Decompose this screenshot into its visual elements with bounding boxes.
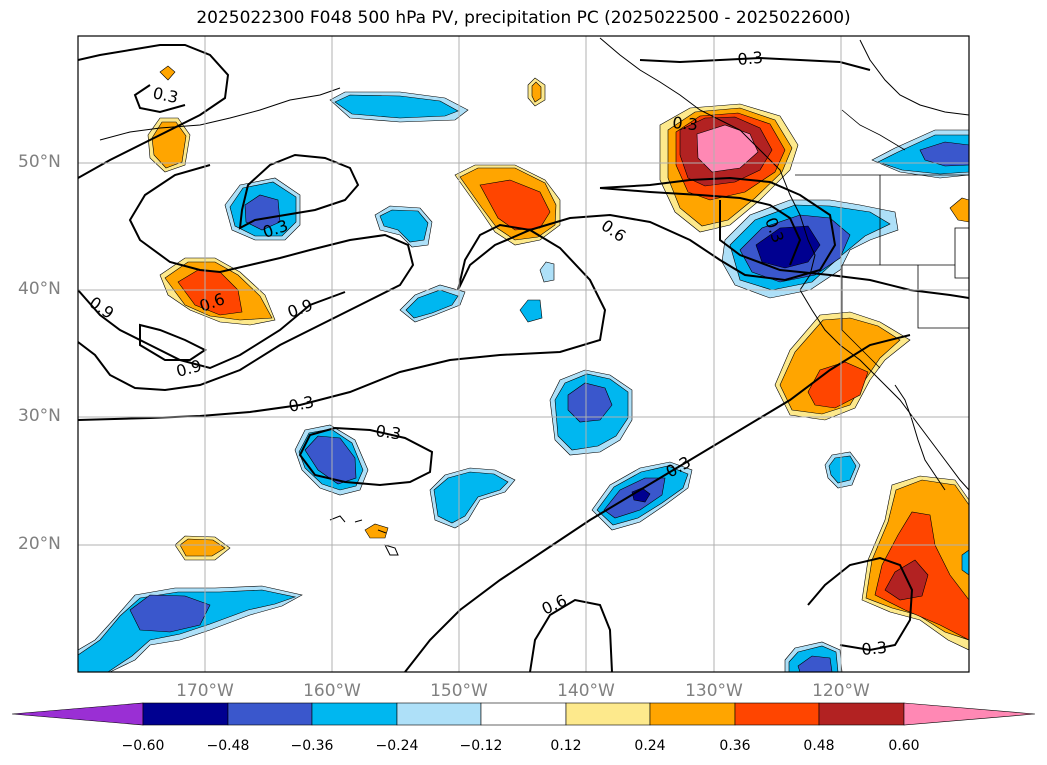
borders bbox=[795, 109, 969, 369]
pv-contour-0.3-45n bbox=[238, 153, 360, 230]
pv-contour-0.6-west bbox=[78, 164, 415, 392]
lat-label: 40°N bbox=[18, 279, 61, 299]
precip-shading bbox=[78, 65, 969, 672]
contour-label: 0.3 bbox=[737, 48, 764, 69]
pv-contour-0.3-southeast bbox=[807, 556, 914, 652]
pv-contours bbox=[78, 44, 969, 672]
map-panel: 0.3 0.3 0.3 0.9 0.6 0.9 0.9 0.3 0.3 0.6 … bbox=[78, 36, 969, 672]
coastlines bbox=[99, 37, 969, 556]
colorbar-extend-low bbox=[11, 702, 144, 726]
contour-label: 0.3 bbox=[672, 113, 699, 134]
colorbar-tick-label: 0.12 bbox=[550, 738, 582, 754]
contour-label: 0.3 bbox=[151, 83, 180, 107]
colorbar-tick-label: 0.48 bbox=[803, 738, 835, 754]
lat-label: 50°N bbox=[18, 152, 61, 172]
contour-label: 0.3 bbox=[861, 638, 888, 659]
lon-label: 170°W bbox=[176, 681, 234, 701]
pv-contour-0.3-northeast bbox=[639, 56, 871, 71]
pv-contour-0.3-trough bbox=[404, 334, 911, 672]
lon-label: 140°W bbox=[557, 681, 615, 701]
lat-label: 30°N bbox=[18, 406, 61, 426]
contour-label: 0.3 bbox=[287, 392, 316, 416]
pv-contour-0.3-subtropical bbox=[298, 426, 434, 487]
colorbar bbox=[11, 702, 1036, 726]
colorbar-tick-label: −0.60 bbox=[121, 738, 165, 754]
colorbar-tick-label: −0.48 bbox=[206, 738, 250, 754]
gridlines bbox=[78, 36, 969, 672]
colorbar-tick-label: 0.60 bbox=[888, 738, 920, 754]
contour-label: 0.3 bbox=[374, 421, 402, 443]
map-title: 2025022300 F048 500 hPa PV, precipitatio… bbox=[196, 8, 851, 28]
pv-contour-0.9-jet bbox=[599, 187, 802, 266]
colorbar-tick-label: −0.36 bbox=[290, 738, 334, 754]
colorbar-tick-label: 0.36 bbox=[719, 738, 751, 754]
lat-label: 20°N bbox=[18, 534, 61, 554]
lon-label: 150°W bbox=[430, 681, 488, 701]
lon-label: 130°W bbox=[685, 681, 743, 701]
colorbar-extend-high bbox=[903, 702, 1036, 726]
map-frame bbox=[77, 35, 970, 673]
lon-label: 160°W bbox=[303, 681, 361, 701]
pv-contour-0.3-midlatitude bbox=[78, 223, 607, 421]
lon-label: 120°W bbox=[812, 681, 870, 701]
colorbar-tick-label: −0.12 bbox=[459, 738, 503, 754]
pv-contour-0.6-northeast bbox=[457, 176, 837, 291]
pv-contour-0.6-south bbox=[529, 598, 613, 672]
pv-contour-0.9-west bbox=[78, 289, 346, 370]
colorbar-tick-label: 0.24 bbox=[634, 738, 666, 754]
colorbar-tick-label: −0.24 bbox=[375, 738, 419, 754]
pv-contour-0.3-northwest bbox=[78, 44, 230, 179]
